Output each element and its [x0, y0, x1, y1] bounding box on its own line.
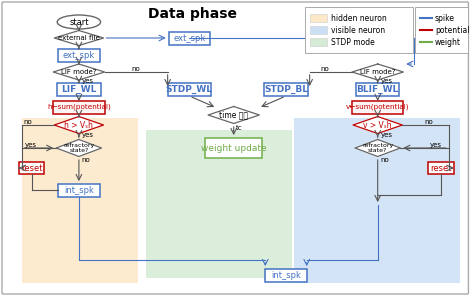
Text: v←sum(potential): v←sum(potential)	[345, 104, 408, 110]
FancyBboxPatch shape	[309, 14, 327, 22]
FancyBboxPatch shape	[351, 101, 403, 113]
Polygon shape	[208, 107, 259, 123]
Bar	[293, 118, 458, 283]
Text: STDP_BL: STDP_BL	[263, 84, 307, 94]
Text: LIF mode?: LIF mode?	[61, 69, 97, 75]
Text: yes: yes	[429, 142, 441, 148]
Text: potential: potential	[434, 26, 468, 35]
Text: external file: external file	[58, 35, 99, 41]
Text: h←sum(potential): h←sum(potential)	[47, 104, 110, 110]
Polygon shape	[354, 139, 399, 157]
FancyBboxPatch shape	[414, 7, 467, 53]
Text: yes: yes	[25, 142, 37, 148]
FancyBboxPatch shape	[309, 38, 327, 46]
Polygon shape	[56, 139, 101, 157]
Text: LIF_WL: LIF_WL	[61, 84, 96, 94]
Polygon shape	[54, 30, 103, 46]
Bar	[21, 118, 138, 283]
FancyBboxPatch shape	[19, 162, 44, 174]
Text: yes: yes	[82, 78, 94, 84]
Text: BLIF_WL: BLIF_WL	[356, 84, 398, 94]
Bar	[146, 130, 291, 278]
FancyBboxPatch shape	[53, 101, 104, 113]
Text: Data phase: Data phase	[148, 7, 236, 21]
Text: yes: yes	[380, 78, 392, 84]
Polygon shape	[54, 117, 103, 133]
Text: spike: spike	[434, 14, 454, 23]
Text: weight: weight	[434, 38, 460, 47]
Text: no: no	[82, 157, 90, 163]
Text: refractory
state?: refractory state?	[63, 143, 94, 153]
FancyBboxPatch shape	[2, 2, 467, 294]
FancyBboxPatch shape	[58, 184, 99, 197]
Text: LIF mode?: LIF mode?	[359, 69, 395, 75]
Text: no: no	[380, 157, 388, 163]
Text: yes: yes	[380, 132, 392, 138]
Text: no: no	[320, 66, 328, 72]
Text: no: no	[24, 119, 32, 125]
FancyBboxPatch shape	[309, 26, 327, 34]
FancyBboxPatch shape	[169, 31, 209, 44]
FancyBboxPatch shape	[427, 162, 453, 174]
FancyBboxPatch shape	[167, 83, 210, 96]
FancyBboxPatch shape	[264, 83, 307, 96]
Text: start: start	[69, 17, 89, 27]
Text: v > Vₛh: v > Vₛh	[363, 120, 391, 130]
Text: tc: tc	[235, 125, 242, 131]
Text: int_spk: int_spk	[64, 186, 94, 194]
Text: hidden neuron: hidden neuron	[331, 14, 387, 23]
Text: yes: yes	[82, 132, 94, 138]
FancyBboxPatch shape	[57, 83, 100, 96]
Ellipse shape	[57, 15, 100, 29]
Text: ext_spk: ext_spk	[173, 33, 205, 43]
Text: refractory
state?: refractory state?	[361, 143, 393, 153]
FancyBboxPatch shape	[304, 7, 412, 53]
Text: ext_spk: ext_spk	[63, 51, 95, 59]
FancyBboxPatch shape	[265, 268, 306, 281]
FancyBboxPatch shape	[205, 138, 262, 158]
Text: time 비교: time 비교	[219, 110, 248, 120]
Text: no: no	[131, 66, 139, 72]
FancyBboxPatch shape	[58, 49, 99, 62]
Polygon shape	[53, 64, 104, 80]
Text: STDP mode: STDP mode	[331, 38, 374, 47]
Text: no: no	[423, 119, 432, 125]
FancyBboxPatch shape	[355, 83, 398, 96]
Polygon shape	[351, 64, 403, 80]
Text: h > Vₛh: h > Vₛh	[64, 120, 93, 130]
Text: reset: reset	[21, 163, 42, 173]
Text: STDP_WL: STDP_WL	[166, 84, 212, 94]
Text: reset: reset	[429, 163, 451, 173]
Polygon shape	[352, 117, 402, 133]
Text: int_spk: int_spk	[270, 271, 300, 279]
Text: weight update: weight update	[200, 144, 266, 152]
Text: visible neuron: visible neuron	[331, 26, 385, 35]
